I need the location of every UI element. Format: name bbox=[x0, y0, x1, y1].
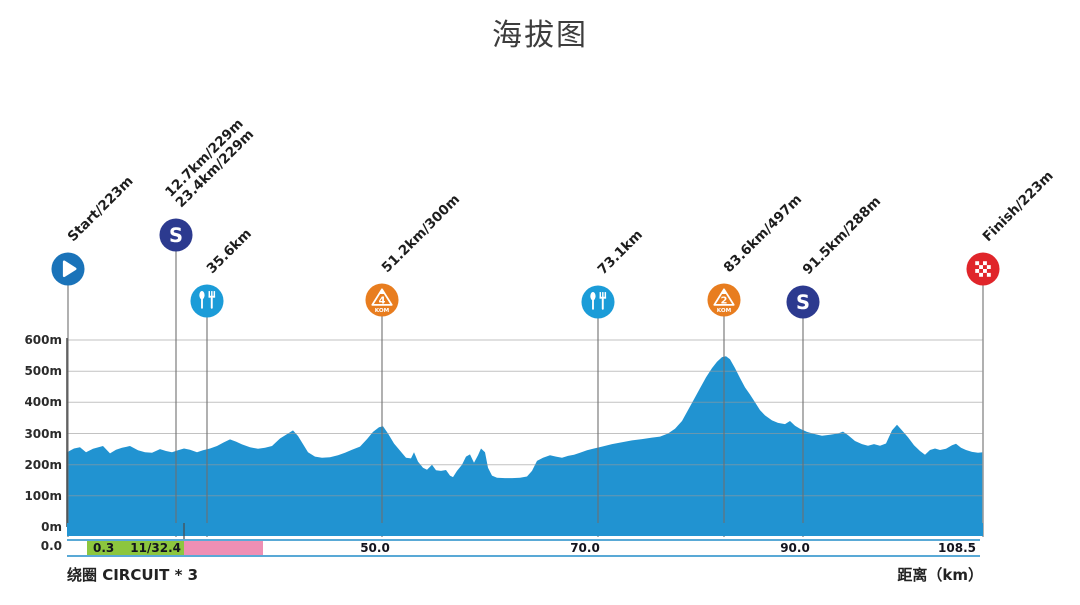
x-axis-band bbox=[67, 523, 983, 536]
y-axis-tick-label: 100m bbox=[24, 488, 62, 503]
kom-icon: 2 KOM bbox=[707, 283, 742, 322]
distance-tick-label: 0.3 bbox=[93, 541, 115, 555]
scale-segment-circuit-green bbox=[87, 541, 184, 555]
kom-icon: 4 KOM bbox=[365, 283, 400, 322]
y-axis-tick-label: 300m bbox=[24, 426, 62, 441]
svg-text:KOM: KOM bbox=[375, 308, 390, 314]
distance-scale-bar: 0.3 11/32.4 50.0 70.0 90.0 108.5 bbox=[67, 539, 980, 557]
page-title: 海拔图 bbox=[492, 18, 588, 53]
finish-flag-icon bbox=[966, 252, 1001, 291]
y-axis-tick-label: 0m bbox=[41, 520, 62, 534]
y-axis-tick-label: 200m bbox=[24, 457, 62, 472]
svg-text:S: S bbox=[796, 291, 810, 314]
distance-tick-label: 11/32.4 bbox=[130, 541, 181, 555]
circuit-label: 绕圈 CIRCUIT * 3 bbox=[67, 566, 199, 584]
y-axis-tick-label: 500m bbox=[24, 364, 62, 379]
restaurant-icon bbox=[581, 285, 616, 324]
scale-segment-neutral-start bbox=[67, 541, 87, 555]
svg-text:S: S bbox=[169, 224, 183, 247]
svg-text:2: 2 bbox=[721, 296, 728, 307]
sprint-icon: S bbox=[159, 218, 194, 257]
play-icon bbox=[51, 252, 86, 291]
distance-tick-label: 70.0 bbox=[570, 541, 600, 555]
distance-tick-label: 108.5 bbox=[938, 541, 976, 555]
distance-tick-label: 90.0 bbox=[780, 541, 810, 555]
svg-text:KOM: KOM bbox=[717, 308, 732, 314]
distance-axis-title: 距离（km） bbox=[897, 566, 983, 584]
sprint-icon: S bbox=[786, 285, 821, 324]
scale-segment-open-road bbox=[263, 541, 980, 555]
elevation-area bbox=[67, 356, 983, 527]
y-axis-tick-label: 600m bbox=[24, 333, 62, 347]
x-axis-origin-label: 0.0 bbox=[40, 539, 62, 553]
distance-tick-label: 50.0 bbox=[360, 541, 390, 555]
y-axis-tick-label: 400m bbox=[24, 395, 62, 410]
svg-text:4: 4 bbox=[379, 296, 386, 307]
scale-segment-circuit-pink bbox=[184, 541, 263, 555]
restaurant-icon bbox=[190, 284, 225, 323]
